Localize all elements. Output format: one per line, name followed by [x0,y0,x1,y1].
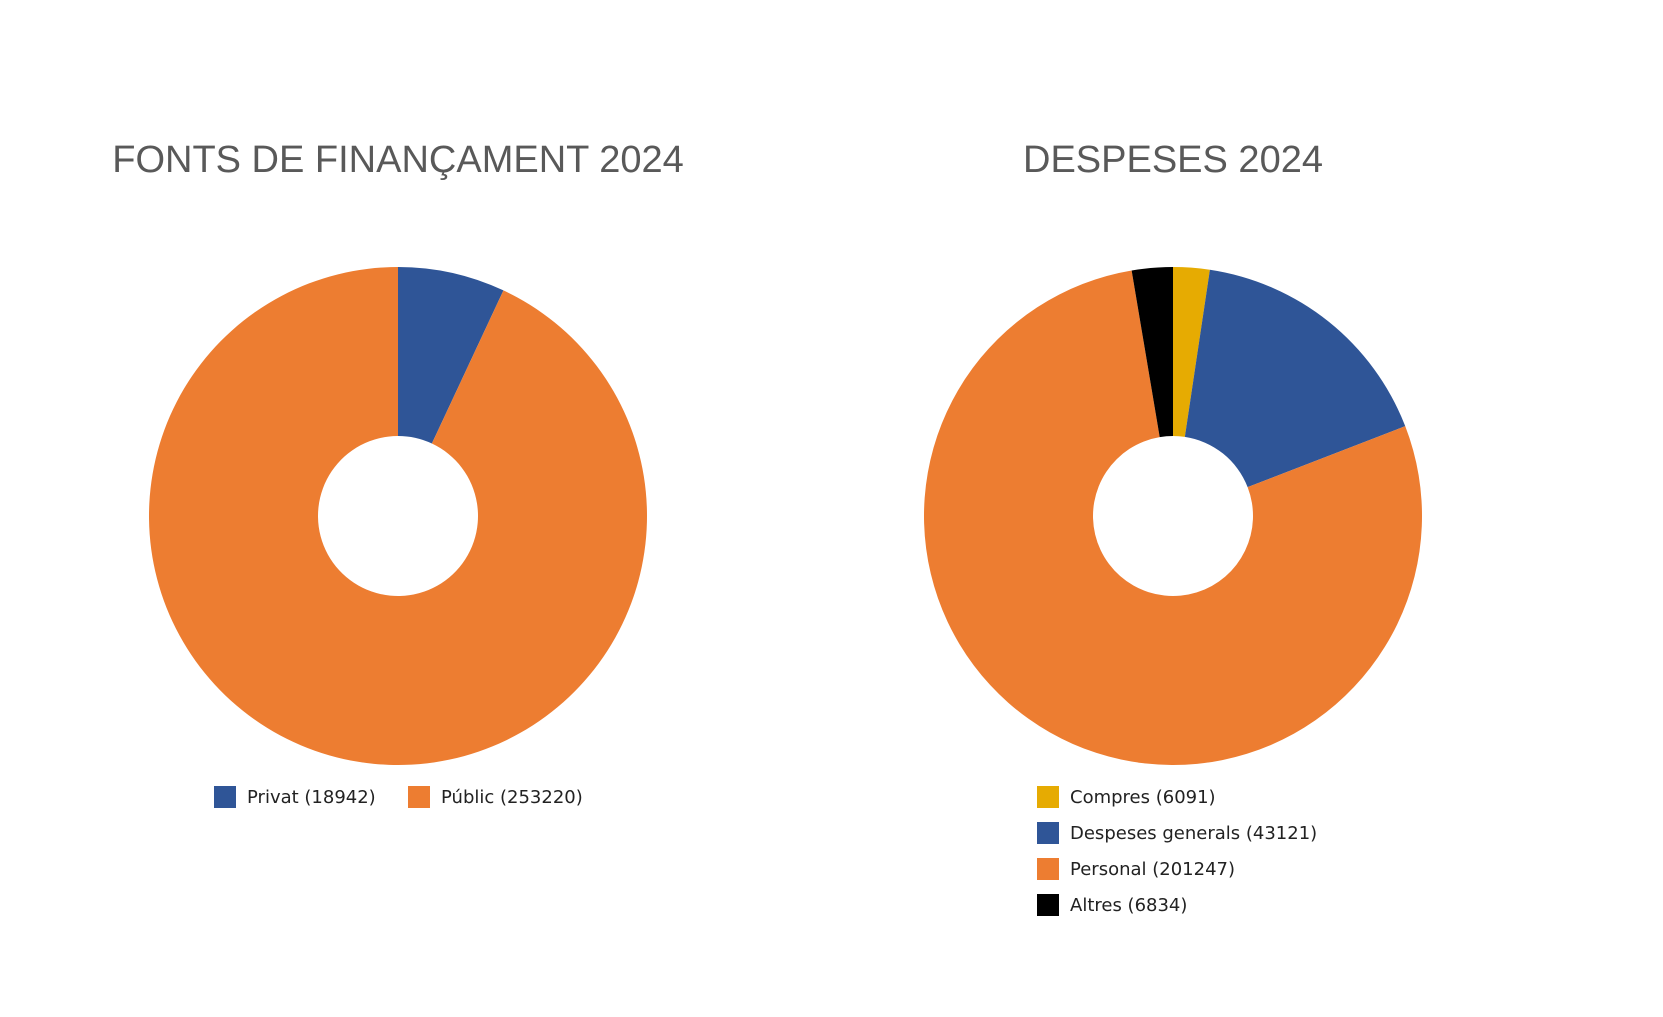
donut-slice [1184,269,1406,488]
donut-slice [1131,267,1173,438]
legend-swatch [1037,822,1059,844]
donut-slice [1173,267,1210,437]
donut-slice [148,267,647,765]
legend-swatch [1037,894,1059,916]
legend-swatch [408,786,430,808]
legend-label: Altres (6834) [1070,895,1187,916]
chart-title: FONTS DE FINANÇAMENT 2024 [112,139,684,181]
legend-swatch [1037,858,1059,880]
donut-slice [923,270,1422,766]
legend-label: Personal (201247) [1070,859,1235,880]
legend-swatch [1037,786,1059,808]
legend-label: Despeses generals (43121) [1070,823,1317,844]
chart-title: DESPESES 2024 [1023,139,1323,181]
legend-swatch [214,786,236,808]
legend-label: Compres (6091) [1070,787,1216,808]
donut-slice [398,267,504,444]
legend-label: Privat (18942) [247,787,376,808]
legend-label: Públic (253220) [441,787,583,808]
